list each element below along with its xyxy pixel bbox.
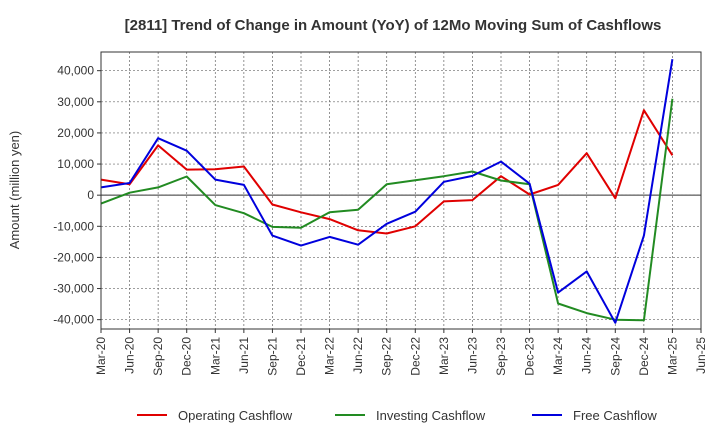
- x-tick-label: Mar-23: [437, 337, 451, 375]
- legend-label-investing-cashflow: Investing Cashflow: [376, 408, 486, 423]
- y-tick-label: -40,000: [53, 313, 94, 327]
- chart-title: [2811] Trend of Change in Amount (YoY) o…: [125, 17, 662, 34]
- x-tick-label: Mar-24: [551, 337, 565, 375]
- series-line-investing-cashflow: [100, 98, 674, 322]
- x-tick-label: Jun-20: [123, 337, 137, 374]
- x-tick-label: Mar-22: [323, 337, 337, 375]
- x-tick-label: Jun-21: [237, 337, 251, 374]
- x-tick-label: Dec-21: [294, 337, 308, 376]
- series-lines: [100, 59, 674, 324]
- x-tick-label: Sep-21: [265, 337, 279, 376]
- legend-label-free-cashflow: Free Cashflow: [573, 408, 657, 423]
- x-tick-label: Sep-24: [608, 337, 622, 376]
- x-tick-label: Mar-21: [208, 337, 222, 375]
- y-tick-label: -20,000: [53, 250, 94, 264]
- series-line-free-cashflow: [100, 59, 674, 324]
- y-tick-label: 10,000: [57, 157, 94, 171]
- x-tick-label: Sep-20: [151, 337, 165, 376]
- x-tick-label: Mar-20: [94, 337, 108, 375]
- x-tick-label: Jun-24: [580, 337, 594, 374]
- x-tick-label: Mar-25: [665, 337, 679, 375]
- plot-frame: [100, 51, 702, 330]
- x-tick-label: Jun-23: [465, 337, 479, 374]
- x-tick-label: Dec-20: [180, 337, 194, 376]
- x-tick-label: Jun-22: [351, 337, 365, 374]
- x-tick-labels: Mar-20 Jun-20 Sep-20 Dec-20 Mar-21 Jun-21 Sep-…: [94, 337, 708, 376]
- legend: Operating Cashflow Investing Cashflow Free…: [137, 408, 657, 423]
- x-tick-label: Sep-23: [494, 337, 508, 376]
- y-tick-label: -10,000: [53, 219, 94, 233]
- series-line-operating-cashflow: [100, 109, 674, 235]
- y-tick-label: 0: [87, 188, 94, 202]
- y-tick-labels: 40,000 30,000 20,000 10,000 0 -10,000 -20,000 -…: [53, 64, 94, 327]
- x-tick-label: Sep-22: [380, 337, 394, 376]
- x-tick-label: Dec-23: [523, 337, 537, 376]
- x-tick-label: Dec-24: [637, 337, 651, 376]
- y-axis-label: Amount (million yen): [7, 131, 22, 250]
- y-tick-label: 20,000: [57, 126, 94, 140]
- y-tick-label: 30,000: [57, 95, 94, 109]
- x-tick-label: Jun-25: [694, 337, 708, 374]
- legend-label-operating-cashflow: Operating Cashflow: [178, 408, 293, 423]
- y-tick-label: -30,000: [53, 282, 94, 296]
- y-tick-label: 40,000: [57, 64, 94, 78]
- x-tick-label: Dec-22: [408, 337, 422, 376]
